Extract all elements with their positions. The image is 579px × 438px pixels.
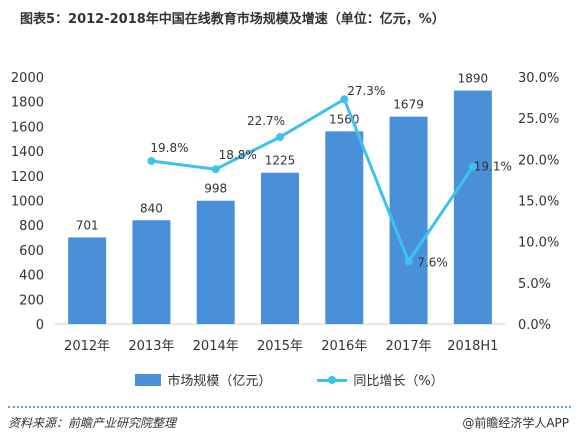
growth-value-label: 19.8%: [150, 141, 188, 155]
bar: [196, 200, 235, 324]
bar-value-label: 1890: [458, 72, 489, 86]
left-axis: 0 200 400 600 800 1000 1200 1400 1600 1800 2000: [11, 71, 44, 333]
x-axis-tick-label: 2016年: [321, 339, 367, 354]
left-axis-tick-label: 1600: [11, 120, 44, 135]
growth-point: [211, 165, 220, 174]
growth-point: [468, 162, 477, 171]
left-axis-tick-label: 2000: [11, 71, 44, 86]
legend-bar-swatch: [135, 373, 162, 386]
right-axis: 0.0% 5.0% 10.0% 15.0% 20.0% 25.0% 30.0%: [518, 71, 559, 333]
left-axis-tick-label: 1200: [11, 170, 44, 185]
bar: [132, 220, 171, 324]
growth-line: [151, 97, 475, 263]
growth-value-label: 18.8%: [219, 148, 257, 162]
legend-item-line: 同比增长（%）: [317, 370, 444, 389]
x-axis-tick-label: 2018H1: [447, 339, 498, 354]
bar: [68, 237, 107, 324]
growth-point: [276, 133, 284, 142]
chart-title: 图表5：2012-2018年中国在线教育市场规模及增速（单位：亿元，%）: [20, 12, 445, 27]
source-note: 资料来源：前瞻产业研究院整理: [8, 416, 177, 430]
combo-chart: 0 200 400 600 800 1000 1200 1400 1600 1800 2000 0.…: [11, 71, 559, 354]
bar-value-label: 840: [140, 201, 163, 215]
bar: [261, 172, 299, 324]
x-axis-tick-label: 2014年: [193, 339, 239, 354]
growth-line-series: [147, 95, 477, 266]
bar: [389, 116, 428, 325]
bar-series: [68, 90, 492, 325]
bar-value-label: 1679: [393, 98, 424, 112]
growth-value-label: 19.1%: [474, 160, 512, 174]
right-axis-tick-label: 10.0%: [518, 236, 559, 251]
right-axis-tick-label: 20.0%: [518, 153, 559, 168]
legend-line-swatch: [317, 374, 348, 386]
x-axis-tick-label: 2015年: [257, 339, 303, 354]
x-axis-tick-label: 2012年: [64, 339, 110, 354]
left-axis-tick-label: 200: [19, 293, 44, 308]
growth-value-label: 7.6%: [417, 255, 448, 269]
right-axis-tick-label: 15.0%: [518, 195, 559, 210]
footer-divider: [8, 406, 571, 408]
brand-credit: @前瞻经济学人APP: [462, 416, 569, 430]
legend: 市场规模（亿元） 同比增长（%）: [0, 370, 579, 389]
left-axis-tick-label: 800: [19, 219, 44, 234]
growth-value-label: 27.3%: [347, 84, 385, 98]
right-axis-tick-label: 0.0%: [518, 318, 551, 333]
left-axis-tick-label: 1000: [11, 195, 44, 210]
growth-value-label: 22.7%: [247, 114, 285, 128]
growth-point: [340, 95, 349, 104]
x-axis-tick-label: 2013年: [128, 339, 174, 354]
bar: [453, 90, 492, 325]
bar-value-label: 701: [76, 218, 99, 232]
right-axis-tick-label: 30.0%: [518, 71, 559, 86]
bar-value-label: 998: [204, 182, 227, 196]
left-axis-tick-label: 1400: [11, 145, 44, 160]
growth-point: [404, 257, 413, 266]
left-axis-tick-label: 400: [19, 269, 44, 284]
right-axis-tick-label: 5.0%: [518, 277, 551, 292]
growth-point: [147, 156, 156, 165]
legend-bar-label: 市场规模（亿元）: [167, 374, 272, 389]
left-axis-tick-label: 0: [36, 318, 44, 333]
x-axis: 2012年 2013年 2014年 2015年 2016年 2017年 2018H1: [64, 339, 498, 354]
right-axis-tick-label: 25.0%: [518, 112, 559, 127]
legend-line-label: 同比增长（%）: [353, 374, 444, 389]
left-axis-tick-label: 600: [19, 244, 44, 259]
bar: [325, 131, 364, 324]
left-axis-tick-label: 1800: [11, 96, 44, 111]
x-axis-tick-label: 2017年: [386, 339, 432, 354]
legend-item-bar: 市场规模（亿元）: [135, 370, 271, 389]
growth-value-labels: 19.8% 18.8% 22.7% 27.3% 7.6% 19.1%: [150, 84, 512, 269]
bar-value-label: 1225: [265, 154, 296, 168]
